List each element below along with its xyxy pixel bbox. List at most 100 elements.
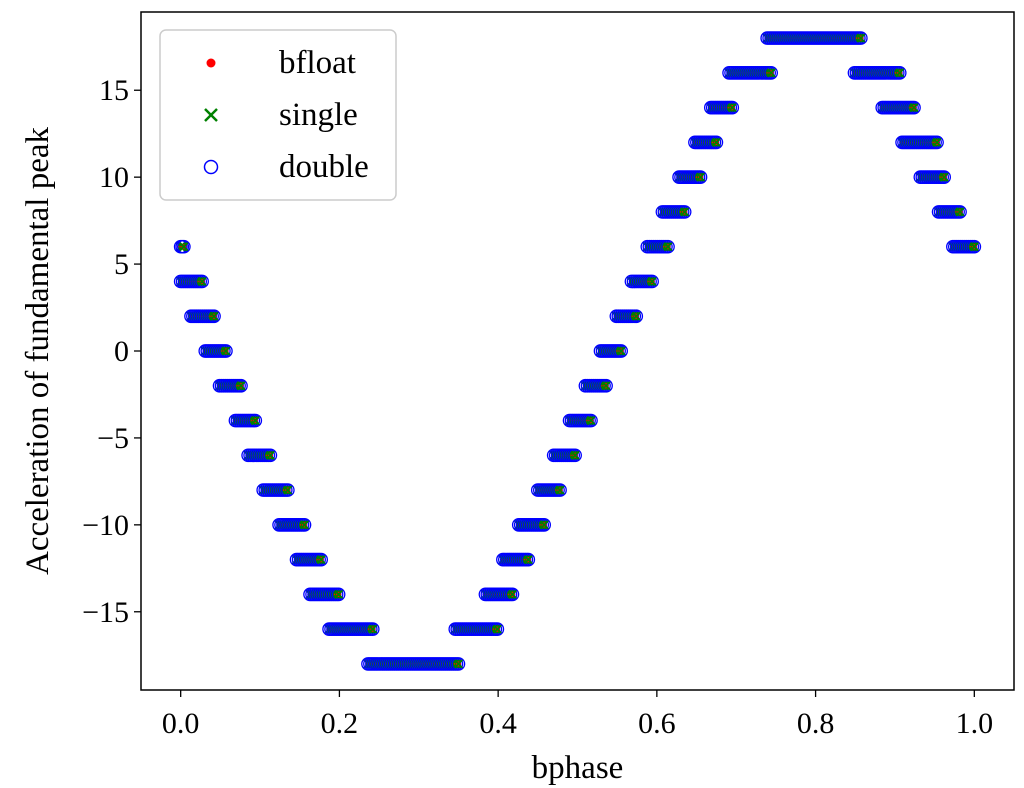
point-double	[853, 31, 868, 45]
point-double	[584, 413, 598, 428]
legend-box	[159, 29, 397, 201]
point-double	[661, 239, 675, 254]
legend-bfloat-label: bfloat	[279, 45, 356, 81]
point-single	[196, 276, 208, 287]
point-single	[939, 172, 950, 183]
point-single	[507, 589, 518, 600]
point-single	[954, 206, 966, 218]
legend-single-marker	[204, 108, 218, 122]
point-double	[937, 170, 952, 185]
point-single	[265, 450, 276, 461]
point-single	[695, 172, 706, 183]
points-layer	[173, 31, 982, 671]
y-axis: −15 −10 −5 0 5 10 15	[82, 74, 141, 629]
x-tick-label: 0.4	[479, 707, 517, 740]
point-double	[709, 135, 724, 150]
legend-double-marker	[203, 159, 219, 175]
point-single	[333, 589, 344, 600]
point-double	[207, 309, 221, 324]
point-single	[855, 32, 866, 44]
point-double	[219, 344, 233, 358]
y-axis-label: Acceleration of fundamental peak	[20, 126, 56, 575]
point-double	[967, 239, 982, 254]
point-double	[629, 309, 644, 324]
point-double	[263, 448, 278, 463]
point-single	[600, 380, 612, 391]
point-double	[645, 274, 659, 289]
point-single	[766, 67, 777, 78]
point-double	[892, 65, 907, 80]
point-single	[250, 415, 261, 426]
point-double	[553, 483, 567, 497]
legend-single-label: single	[279, 97, 358, 133]
y-tick-label: −15	[82, 596, 129, 629]
point-single	[662, 241, 674, 252]
point-double	[930, 135, 944, 150]
point-double	[953, 205, 967, 219]
point-double	[451, 657, 466, 671]
point-single	[616, 345, 627, 357]
y-tick-label: 15	[99, 74, 129, 107]
point-single	[908, 102, 920, 113]
point-single	[631, 311, 642, 322]
point-double	[599, 378, 613, 393]
point-single	[492, 624, 503, 635]
x-axis: 0.0 0.2 0.4 0.6 0.8 1.0	[162, 690, 993, 740]
point-double	[297, 517, 312, 532]
point-single	[523, 554, 534, 565]
point-single	[931, 137, 943, 148]
point-double	[505, 587, 520, 602]
point-double	[677, 205, 692, 219]
legend-double-label: double	[279, 149, 369, 185]
point-single	[894, 67, 905, 78]
point-single	[646, 276, 658, 287]
point-single	[235, 380, 247, 391]
point-double	[907, 100, 921, 115]
point-double	[521, 552, 536, 567]
point-single	[367, 624, 378, 635]
point-double	[177, 239, 191, 254]
point-single	[208, 311, 220, 322]
y-tick-label: −5	[97, 422, 129, 455]
point-double	[693, 170, 708, 185]
point-single	[569, 450, 581, 461]
y-tick-label: 0	[114, 335, 129, 368]
point-double	[764, 65, 778, 80]
point-single	[539, 519, 550, 530]
y-tick-label: 5	[114, 248, 129, 281]
point-double	[490, 622, 505, 637]
point-single	[282, 484, 293, 496]
point-single	[969, 241, 980, 252]
point-single	[178, 241, 189, 252]
point-double	[234, 378, 248, 393]
point-single	[727, 102, 738, 113]
point-single	[220, 345, 232, 357]
point-double	[568, 448, 582, 463]
x-tick-label: 1.0	[956, 707, 994, 740]
point-single	[316, 554, 327, 565]
point-single	[711, 137, 722, 148]
point-double	[614, 344, 629, 358]
y-tick-label: 10	[99, 161, 129, 194]
x-axis-label: bphase	[532, 750, 624, 786]
point-double	[195, 274, 209, 289]
point-single	[554, 484, 566, 496]
point-single	[585, 415, 597, 426]
point-single	[299, 519, 310, 530]
point-double	[331, 587, 346, 602]
x-tick-label: 0.2	[321, 707, 359, 740]
point-double	[365, 622, 380, 637]
point-double	[248, 413, 263, 428]
point-single	[679, 206, 690, 218]
x-tick-label: 0.0	[162, 707, 200, 740]
point-double	[314, 552, 329, 567]
x-tick-label: 0.6	[638, 707, 676, 740]
legend: bfloat single double	[159, 29, 397, 201]
point-double	[537, 517, 552, 532]
point-double	[725, 100, 740, 115]
x-tick-label: 0.8	[797, 707, 835, 740]
y-tick-label: −10	[82, 509, 129, 542]
point-single	[453, 658, 464, 670]
